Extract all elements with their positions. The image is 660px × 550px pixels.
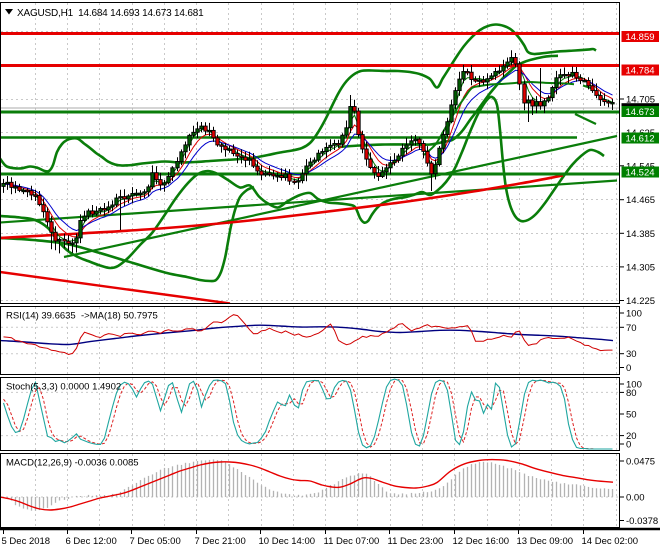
svg-text:14.784: 14.784 (625, 66, 654, 77)
svg-text:14.225: 14.225 (626, 296, 655, 307)
svg-text:14.305: 14.305 (626, 262, 655, 273)
svg-text:XAGUSD,H1 14.684 14.693 14.67: XAGUSD,H1 14.684 14.693 14.673 14.681 (17, 8, 204, 19)
svg-text:0: 0 (626, 363, 631, 374)
svg-text:0.00: 0.00 (626, 493, 645, 504)
svg-text:11 Dec 23:00: 11 Dec 23:00 (388, 536, 444, 547)
svg-text:14.673: 14.673 (625, 107, 654, 118)
svg-text:14 Dec 02:00: 14 Dec 02:00 (582, 536, 639, 547)
svg-text:0: 0 (626, 440, 631, 451)
svg-text:Stoch(5,3,3) 0.0000 1.4902: Stoch(5,3,3) 0.0000 1.4902 (6, 382, 121, 393)
svg-text:6 Dec 12:00: 6 Dec 12:00 (66, 536, 117, 547)
svg-text:MACD(12,26,9) -0.0036 0.0085: MACD(12,26,9) -0.0036 0.0085 (6, 458, 139, 469)
svg-text:14.705: 14.705 (626, 95, 655, 106)
svg-text:7 Dec 05:00: 7 Dec 05:00 (130, 536, 181, 547)
svg-text:20: 20 (626, 431, 637, 442)
svg-text:14.465: 14.465 (626, 195, 655, 206)
svg-text:80: 80 (626, 388, 637, 399)
svg-text:14.859: 14.859 (625, 32, 654, 43)
svg-text:5 Dec 2018: 5 Dec 2018 (2, 536, 51, 547)
svg-text:10 Dec 14:00: 10 Dec 14:00 (259, 536, 316, 547)
svg-text:RSI(14) 39.6635 ->MA(18) 50.7: RSI(14) 39.6635 ->MA(18) 50.7975 (6, 311, 158, 322)
svg-text:7 Dec 21:00: 7 Dec 21:00 (195, 536, 246, 547)
svg-text:0.0475: 0.0475 (626, 457, 655, 468)
svg-text:100: 100 (626, 309, 642, 320)
svg-text:11 Dec 07:00: 11 Dec 07:00 (324, 536, 380, 547)
svg-text:50: 50 (626, 410, 637, 421)
svg-text:12 Dec 16:00: 12 Dec 16:00 (453, 536, 510, 547)
svg-text:14.524: 14.524 (625, 168, 654, 179)
svg-text:13 Dec 09:00: 13 Dec 09:00 (517, 536, 574, 547)
svg-text:14.612: 14.612 (625, 134, 654, 145)
svg-text:-0.0378: -0.0378 (626, 516, 658, 527)
svg-text:100: 100 (626, 380, 642, 391)
svg-text:14.385: 14.385 (626, 229, 655, 240)
svg-text:70: 70 (626, 323, 637, 334)
svg-text:30: 30 (626, 349, 637, 360)
